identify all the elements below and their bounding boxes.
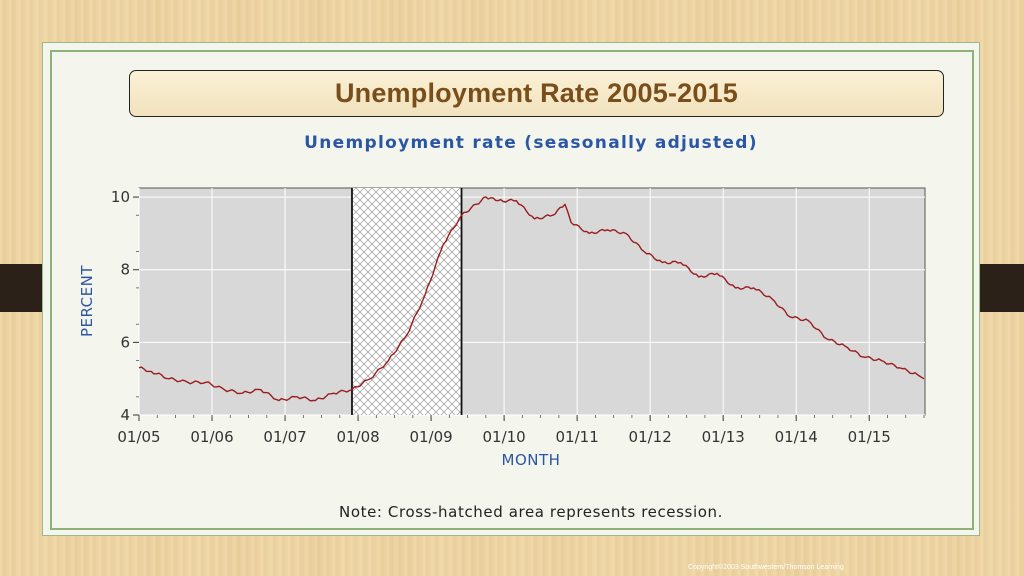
y-tick-label: 10 xyxy=(111,188,130,206)
y-tick-label: 6 xyxy=(120,333,130,351)
y-tick-label: 8 xyxy=(120,261,130,279)
y-axis-label: PERCENT xyxy=(78,265,96,337)
x-axis: 01/05 01/06 01/07 01/08 01/09 01/10 01/11 01/12… xyxy=(117,415,925,446)
x-tick-label: 01/13 xyxy=(702,428,745,446)
copyright-footer: Copyright©2003 Southwestern/Thomson Lear… xyxy=(688,564,844,571)
x-tick-label: 01/12 xyxy=(629,428,672,446)
recession-note: Note: Cross-hatched area represents rece… xyxy=(339,503,723,521)
x-tick-label: 01/14 xyxy=(775,428,818,446)
x-tick-label: 01/08 xyxy=(336,428,379,446)
x-tick-label: 01/15 xyxy=(848,428,891,446)
slide-title-box: Unemployment Rate 2005-2015 xyxy=(129,70,944,117)
x-tick-label: 01/11 xyxy=(556,428,599,446)
x-axis-label: MONTH xyxy=(502,451,561,469)
unemployment-line xyxy=(138,196,925,402)
plot-area xyxy=(138,187,926,416)
x-tick-label: 01/10 xyxy=(482,428,525,446)
recession-band xyxy=(351,188,462,415)
x-tick-label: 01/09 xyxy=(409,428,452,446)
chart-title: Unemployment rate (seasonally adjusted) xyxy=(304,133,758,153)
x-tick-label: 01/05 xyxy=(117,428,160,446)
y-tick-label: 4 xyxy=(120,406,130,424)
slide-title: Unemployment Rate 2005-2015 xyxy=(334,78,739,108)
y-axis: 4 6 8 10 xyxy=(111,188,139,424)
x-tick-label: 01/06 xyxy=(190,428,233,446)
x-tick-label: 01/07 xyxy=(263,428,306,446)
